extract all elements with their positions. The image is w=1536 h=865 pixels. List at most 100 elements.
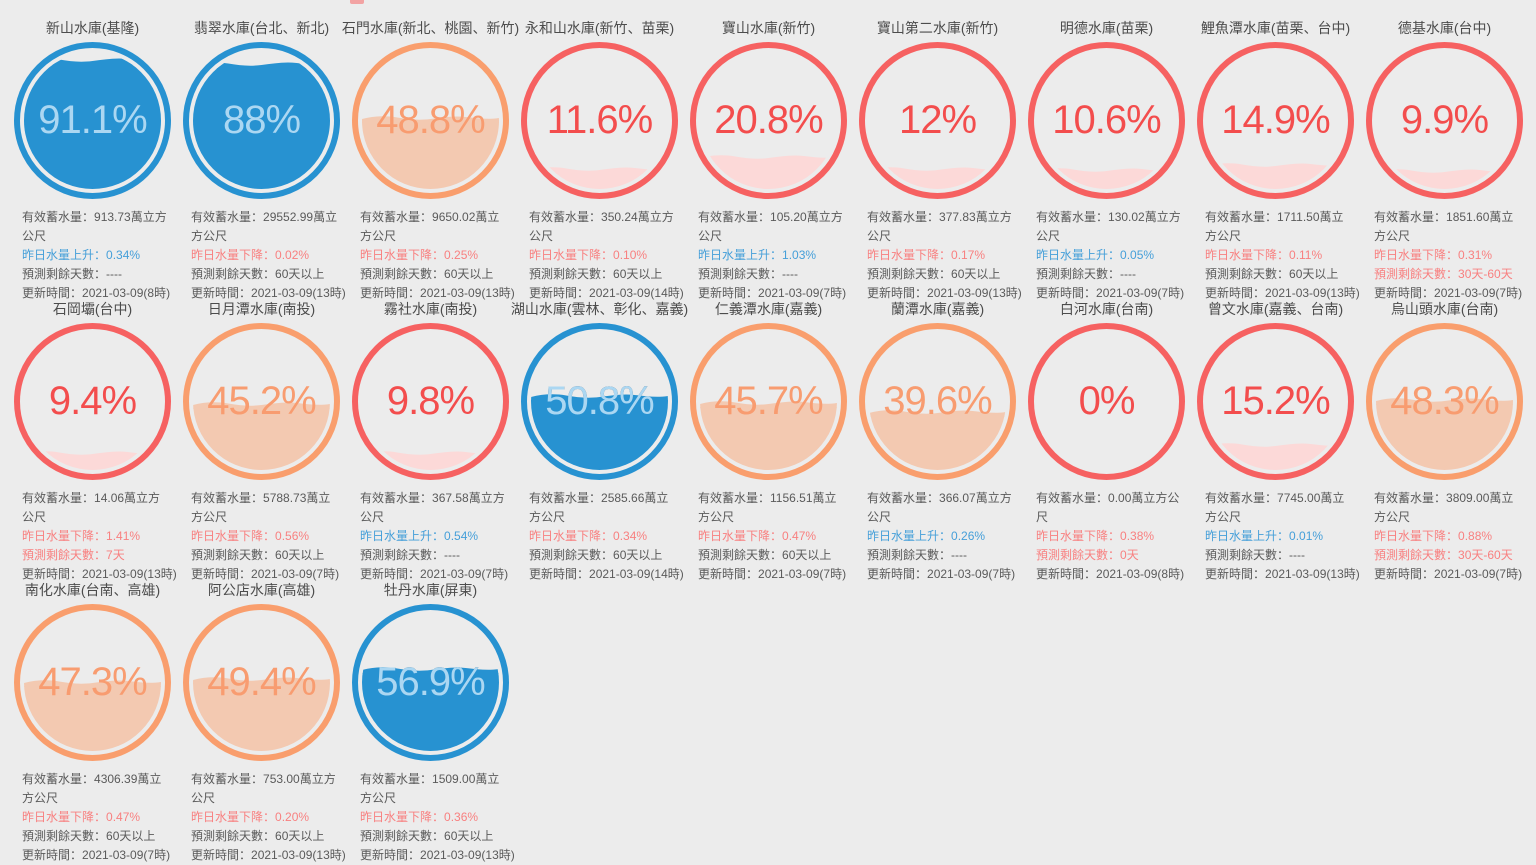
days-value: 60天以上: [951, 267, 1001, 281]
volume-label: 有效蓄水量：: [1205, 210, 1278, 224]
volume-label: 有效蓄水量：: [529, 210, 602, 224]
reservoir-card[interactable]: 石門水庫(新北、桃園、新竹) 48.8% 48.8% 48.8% 有效蓄水量：9…: [342, 20, 519, 303]
reservoir-card[interactable]: 蘭潭水庫(嘉義) 39.6% 39.6% 39.6% 有效蓄水量：366.07萬…: [859, 301, 1016, 582]
volume-label: 有效蓄水量：: [360, 210, 433, 224]
reservoir-card[interactable]: 阿公店水庫(高雄) 49.4% 49.4% 49.4% 有效蓄水量：753.00…: [183, 582, 346, 863]
volume-line: 有效蓄水量：1156.51萬立方公尺: [698, 489, 847, 527]
reservoir-card[interactable]: 日月潭水庫(南投) 45.2% 45.2% 45.2% 有效蓄水量：5788.7…: [183, 301, 340, 582]
reservoir-card[interactable]: 明德水庫(苗栗) 10.6% 10.6% 10.6% 有效蓄水量：130.02萬…: [1028, 20, 1185, 301]
gauge-water-area: 48.8% 48.8% 48.8%: [362, 52, 499, 189]
gauge-water-fill: 10.6%: [1038, 168, 1175, 189]
gauge-percent: 9.4%: [48, 379, 137, 423]
reservoir-gauge: 49.4% 49.4% 49.4%: [183, 604, 340, 761]
change-label: 昨日水量下降：: [1374, 529, 1459, 543]
gauge-percent: 0%: [1078, 379, 1136, 423]
reservoir-card[interactable]: 石岡壩(台中) 9.4% 9.4% 9.4% 有效蓄水量：14.06萬立方公尺 …: [14, 301, 177, 582]
reservoir-card[interactable]: 烏山頭水庫(台南) 48.3% 48.3% 48.3% 有效蓄水量：3809.0…: [1366, 301, 1523, 582]
reservoir-card[interactable]: 翡翠水庫(台北、新北) 88% 88% 88% 有效蓄水量：29552.99萬立…: [183, 20, 346, 303]
gauge-water-fill: 49.4%: [193, 677, 330, 751]
updated-value: 2021-03-09(13時): [420, 848, 515, 862]
reservoir-gauge: 14.9% 14.9% 14.9%: [1197, 42, 1354, 199]
reservoir-card[interactable]: 白河水庫(台南) 0% 0% 0% 有效蓄水量：0.00萬立方公尺 昨日水量下降…: [1028, 301, 1185, 582]
days-line: 預測剩餘天數：----: [1036, 265, 1185, 284]
reservoir-card[interactable]: 鯉魚潭水庫(苗栗、台中) 14.9% 14.9% 14.9% 有效蓄水量：171…: [1197, 20, 1360, 301]
reservoir-gauge: 20.8% 20.8% 20.8%: [690, 42, 847, 199]
days-line: 預測剩餘天數：30天-60天: [1374, 265, 1523, 284]
change-label: 昨日水量上升：: [1205, 529, 1290, 543]
reservoir-card[interactable]: 曾文水庫(嘉義、台南) 15.2% 15.2% 15.2% 有效蓄水量：7745…: [1197, 301, 1360, 584]
updated-value: 2021-03-09(13時): [1265, 286, 1360, 300]
change-line: 昨日水量下降：0.36%: [360, 808, 509, 827]
volume-label: 有效蓄水量：: [1036, 210, 1109, 224]
days-value: 7天: [106, 548, 125, 562]
reservoir-details: 有效蓄水量：350.24萬立方公尺 昨日水量下降：0.10% 預測剩餘天數：60…: [521, 199, 684, 303]
volume-value: 1851.60萬立方公尺: [1374, 210, 1514, 243]
change-value: 0.02%: [275, 248, 310, 262]
change-value: 0.34%: [106, 248, 141, 262]
updated-value: 2021-03-09(7時): [251, 567, 340, 581]
updated-label: 更新時間：: [360, 848, 421, 862]
days-value: 30天-60天: [1458, 548, 1513, 562]
reservoir-gauge: 47.3% 47.3% 47.3%: [14, 604, 171, 761]
days-value: ----: [106, 267, 122, 281]
volume-value: 4306.39萬立方公尺: [22, 772, 162, 805]
reservoir-card[interactable]: 仁義潭水庫(嘉義) 45.7% 45.7% 45.7% 有效蓄水量：1156.5…: [690, 301, 847, 582]
change-value: 1.03%: [782, 248, 817, 262]
gauge-water-area: 15.2% 15.2% 15.2%: [1207, 333, 1344, 470]
change-label: 昨日水量上升：: [360, 529, 445, 543]
volume-label: 有效蓄水量：: [1374, 491, 1447, 505]
updated-value: 2021-03-09(7時): [758, 567, 847, 581]
reservoir-name: 湖山水庫(雲林、彰化、嘉義): [510, 301, 689, 317]
reservoir-details: 有效蓄水量：3809.00萬立方公尺 昨日水量下降：0.88% 預測剩餘天數：3…: [1366, 480, 1523, 584]
reservoir-card[interactable]: 南化水庫(台南、高雄) 47.3% 47.3% 47.3% 有效蓄水量：4306…: [14, 582, 171, 863]
gauge-percent-underwater-holder: 56.9%: [362, 614, 499, 751]
reservoir-name: 石門水庫(新北、桃園、新竹): [341, 20, 520, 36]
updated-line: 更新時間：2021-03-09(7時): [698, 565, 847, 584]
change-value: 0.88%: [1458, 529, 1493, 543]
reservoir-details: 有效蓄水量：9650.02萬立方公尺 昨日水量下降：0.25% 預測剩餘天數：6…: [352, 199, 515, 303]
reservoir-card[interactable]: 寶山水庫(新竹) 20.8% 20.8% 20.8% 有效蓄水量：105.20萬…: [690, 20, 847, 301]
volume-value: 105.20萬立方公尺: [698, 210, 843, 243]
change-value: 1.41%: [106, 529, 141, 543]
volume-line: 有效蓄水量：367.58萬立方公尺: [360, 489, 509, 527]
updated-value: 2021-03-09(13時): [1265, 567, 1360, 581]
volume-label: 有效蓄水量：: [22, 210, 95, 224]
wave-crest-icon: [700, 401, 837, 409]
change-label: 昨日水量下降：: [191, 248, 276, 262]
reservoir-card[interactable]: 霧社水庫(南投) 9.8% 9.8% 9.8% 有效蓄水量：367.58萬立方公…: [352, 301, 509, 582]
gauge-water-area: 45.7% 45.7% 45.7%: [700, 333, 837, 470]
reservoir-name: 新山水庫(基隆): [45, 20, 140, 36]
gauge-percent: 14.9%: [1221, 98, 1330, 142]
gauge-water-fill: 45.7%: [700, 401, 837, 470]
gauge-water-area: 11.6% 11.6% 11.6%: [531, 52, 668, 189]
change-value: 0.25%: [444, 248, 479, 262]
change-line: 昨日水量上升：0.26%: [867, 527, 1016, 546]
days-line: 預測剩餘天數：60天以上: [360, 265, 509, 284]
updated-line: 更新時間：2021-03-09(13時): [191, 284, 346, 303]
gauge-water-area: 14.9% 14.9% 14.9%: [1207, 52, 1344, 189]
updated-value: 2021-03-09(8時): [82, 286, 171, 300]
updated-value: 2021-03-09(7時): [1096, 286, 1185, 300]
updated-label: 更新時間：: [360, 567, 421, 581]
updated-line: 更新時間：2021-03-09(7時): [191, 565, 340, 584]
gauge-water-area: 9.4% 9.4% 9.4%: [24, 333, 161, 470]
reservoir-card[interactable]: 新山水庫(基隆) 91.1% 91.1% 91.1% 有效蓄水量：913.73萬…: [14, 20, 171, 301]
volume-value: 9650.02萬立方公尺: [360, 210, 500, 243]
gauge-percent: 15.2%: [1221, 379, 1330, 423]
updated-value: 2021-03-09(13時): [420, 286, 515, 300]
reservoir-card[interactable]: 德基水庫(台中) 9.9% 9.9% 9.9% 有效蓄水量：1851.60萬立方…: [1366, 20, 1523, 301]
reservoir-card[interactable]: 牡丹水庫(屏東) 56.9% 56.9% 56.9% 有效蓄水量：1509.00…: [352, 582, 515, 863]
reservoir-details: 有效蓄水量：366.07萬立方公尺 昨日水量上升：0.26% 預測剩餘天數：--…: [859, 480, 1016, 584]
reservoir-card[interactable]: 寶山第二水庫(新竹) 12% 12% 12% 有效蓄水量：377.83萬立方公尺…: [859, 20, 1022, 301]
days-line: 預測剩餘天數：0天: [1036, 546, 1185, 565]
days-label: 預測剩餘天數：: [698, 267, 783, 281]
gauge-percent-underwater-holder: 88%: [193, 52, 330, 189]
days-value: 60天以上: [782, 548, 832, 562]
reservoir-card[interactable]: 永和山水庫(新竹、苗栗) 11.6% 11.6% 11.6% 有效蓄水量：350…: [521, 20, 684, 303]
reservoir-details: 有效蓄水量：7745.00萬立方公尺 昨日水量上升：0.01% 預測剩餘天數：-…: [1197, 480, 1360, 584]
reservoir-card[interactable]: 湖山水庫(雲林、彰化、嘉義) 50.8% 50.8% 50.8% 有效蓄水量：2…: [511, 301, 688, 582]
days-line: 預測剩餘天數：60天以上: [360, 827, 509, 846]
volume-line: 有效蓄水量：1851.60萬立方公尺: [1374, 208, 1523, 246]
volume-label: 有效蓄水量：: [191, 491, 264, 505]
